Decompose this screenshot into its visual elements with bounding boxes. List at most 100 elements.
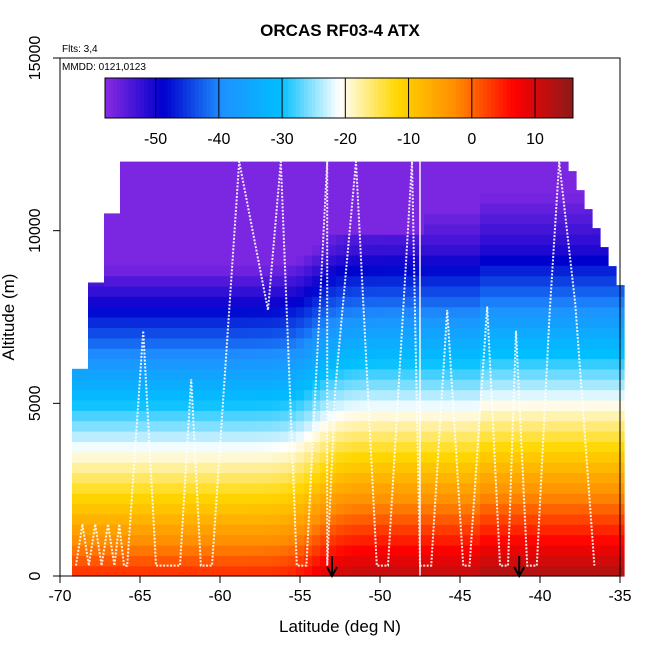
heatmap-cell [224, 493, 233, 505]
heatmap-cell [200, 161, 209, 173]
heatmap-cell [528, 337, 537, 349]
heatmap-cell [320, 327, 329, 339]
heatmap-cell [544, 368, 553, 380]
heatmap-cell [400, 182, 409, 194]
heatmap-cell [584, 420, 593, 432]
heatmap-cell [384, 254, 393, 266]
heatmap-cell [560, 379, 569, 391]
heatmap-cell [584, 327, 593, 339]
heatmap-cell [432, 182, 441, 194]
heatmap-cell [136, 223, 145, 235]
colorbar-swatch [557, 78, 562, 118]
heatmap-cell [264, 275, 273, 287]
heatmap-cell [592, 482, 601, 494]
heatmap-cell [208, 441, 217, 453]
heatmap-cell [568, 493, 577, 505]
heatmap-cell [168, 524, 177, 536]
heatmap-cell [472, 358, 481, 370]
heatmap-cell [568, 213, 577, 225]
heatmap-cell [568, 544, 577, 556]
heatmap-cell [168, 275, 177, 287]
heatmap-cell [320, 358, 329, 370]
heatmap-cell [496, 254, 505, 266]
heatmap-cell [560, 172, 569, 183]
heatmap-cell [528, 223, 537, 235]
heatmap-cell [96, 358, 105, 370]
heatmap-cell [344, 368, 353, 380]
heatmap-cell [496, 296, 505, 308]
heatmap-cell [520, 379, 529, 391]
heatmap-cell [440, 244, 449, 256]
heatmap-cell [480, 244, 489, 256]
heatmap-cell [352, 441, 361, 453]
heatmap-cell [360, 441, 369, 453]
colorbar-swatch [432, 78, 437, 118]
heatmap-cell [408, 410, 417, 422]
heatmap-cell [224, 441, 233, 453]
heatmap-cell [536, 223, 545, 235]
heatmap-cell [520, 358, 529, 370]
heatmap-cell [224, 451, 233, 463]
heatmap-cell [376, 482, 385, 494]
heatmap-cell [376, 306, 385, 318]
heatmap-cell [288, 192, 297, 204]
heatmap-cell [608, 296, 617, 308]
heatmap-cell [408, 399, 417, 411]
heatmap-cell [448, 161, 457, 173]
heatmap-cell [512, 296, 521, 308]
heatmap-cell [216, 265, 225, 277]
heatmap-cell [104, 234, 113, 246]
heatmap-cell [432, 285, 441, 297]
heatmap-cell [240, 399, 249, 411]
heatmap-cell [160, 544, 169, 556]
heatmap-cell [472, 161, 481, 173]
heatmap-cell [568, 296, 577, 308]
heatmap-cell [272, 358, 281, 370]
heatmap-cell [496, 265, 505, 277]
heatmap-cell [352, 534, 361, 546]
heatmap-cell [104, 555, 113, 567]
heatmap-cell [480, 472, 489, 484]
heatmap-cell [120, 420, 129, 432]
heatmap-cell [376, 337, 385, 349]
heatmap-cell [216, 399, 225, 411]
heatmap-cell [248, 544, 257, 556]
colorbar-swatch [452, 78, 457, 118]
heatmap-cell [424, 524, 433, 536]
heatmap-cell [120, 285, 129, 297]
heatmap-cell [472, 265, 481, 277]
heatmap-cell [344, 192, 353, 204]
heatmap-cell [456, 544, 465, 556]
heatmap-cell [352, 192, 361, 204]
heatmap-cell [408, 285, 417, 297]
heatmap-cell [344, 161, 353, 173]
heatmap-cell [176, 462, 185, 473]
heatmap-cell [168, 265, 177, 277]
heatmap-cell [224, 482, 233, 494]
heatmap-cell [184, 317, 193, 328]
heatmap-cell [336, 358, 345, 370]
heatmap-cell [488, 203, 497, 214]
heatmap-cell [520, 337, 529, 349]
colorbar-swatch [245, 78, 250, 118]
heatmap-cell [160, 285, 169, 297]
heatmap-cell [80, 524, 89, 536]
heatmap-cell [280, 285, 289, 297]
heatmap-cell [104, 265, 113, 277]
heatmap-cell [280, 379, 289, 391]
heatmap-cell [608, 368, 617, 380]
heatmap-cell [576, 358, 585, 370]
heatmap-cell [600, 493, 609, 505]
heatmap-cell [480, 368, 489, 380]
heatmap-cell [320, 182, 329, 194]
heatmap-cell [88, 451, 97, 463]
heatmap-cell [232, 451, 241, 463]
heatmap-cell [512, 420, 521, 432]
heatmap-cell [504, 306, 513, 318]
heatmap-cell [568, 534, 577, 546]
heatmap-cell [592, 472, 601, 484]
heatmap-cell [400, 420, 409, 432]
heatmap-cell [344, 451, 353, 463]
heatmap-cell [240, 275, 249, 287]
heatmap-cell [288, 482, 297, 494]
